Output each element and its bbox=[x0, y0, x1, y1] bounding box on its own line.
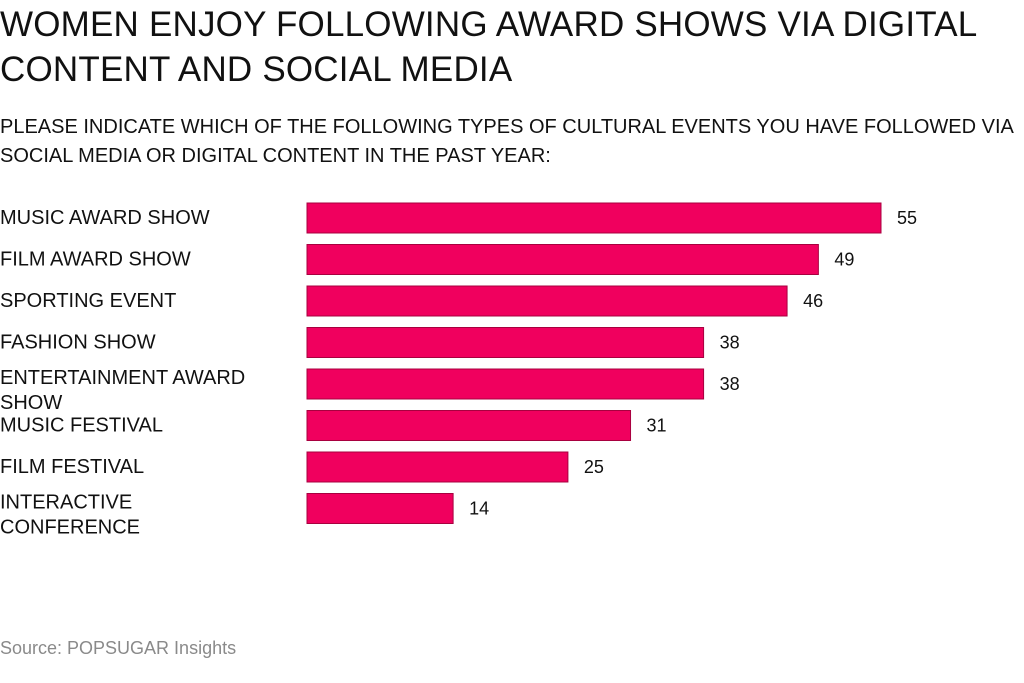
category-label: INTERACTIVE CONFERENCE bbox=[0, 492, 140, 539]
bar-film-award-show bbox=[306, 244, 819, 275]
bar-entertainment-award-show bbox=[306, 368, 705, 400]
chart-title: WOMEN ENJOY FOLLOWING AWARD SHOWS VIA DI… bbox=[0, 5, 977, 89]
bar-fashion-show bbox=[306, 327, 705, 358]
bar-sporting-event bbox=[306, 285, 788, 317]
bar-value-label: 25 bbox=[584, 457, 604, 477]
category-label: ENTERTAINMENT AWARD SHOW bbox=[0, 367, 245, 414]
bar-music-award-show bbox=[306, 202, 882, 234]
category-label: FASHION SHOW bbox=[0, 332, 156, 354]
bar-value-label: 49 bbox=[834, 250, 854, 270]
bar-value-label: 38 bbox=[720, 374, 740, 394]
bar-value-label: 31 bbox=[647, 416, 667, 436]
bar-value-label: 55 bbox=[897, 208, 917, 228]
bar-music-festival bbox=[306, 410, 632, 441]
category-label: FILM FESTIVAL bbox=[0, 456, 144, 478]
source-note: Source: POPSUGAR Insights bbox=[0, 638, 237, 658]
bar-value-label: 14 bbox=[469, 499, 489, 519]
bar-value-label: 38 bbox=[720, 333, 740, 353]
category-label: MUSIC FESTIVAL bbox=[0, 415, 163, 437]
bar-interactive-conference bbox=[306, 493, 454, 524]
bar-value-label: 46 bbox=[803, 291, 823, 311]
category-label: MUSIC AWARD SHOW bbox=[0, 207, 210, 229]
category-label: FILM AWARD SHOW bbox=[0, 249, 191, 271]
bar-film-festival bbox=[306, 451, 569, 483]
chart-subtitle: PLEASE INDICATE WHICH OF THE FOLLOWING T… bbox=[0, 116, 1013, 167]
category-label: SPORTING EVENT bbox=[0, 290, 176, 312]
